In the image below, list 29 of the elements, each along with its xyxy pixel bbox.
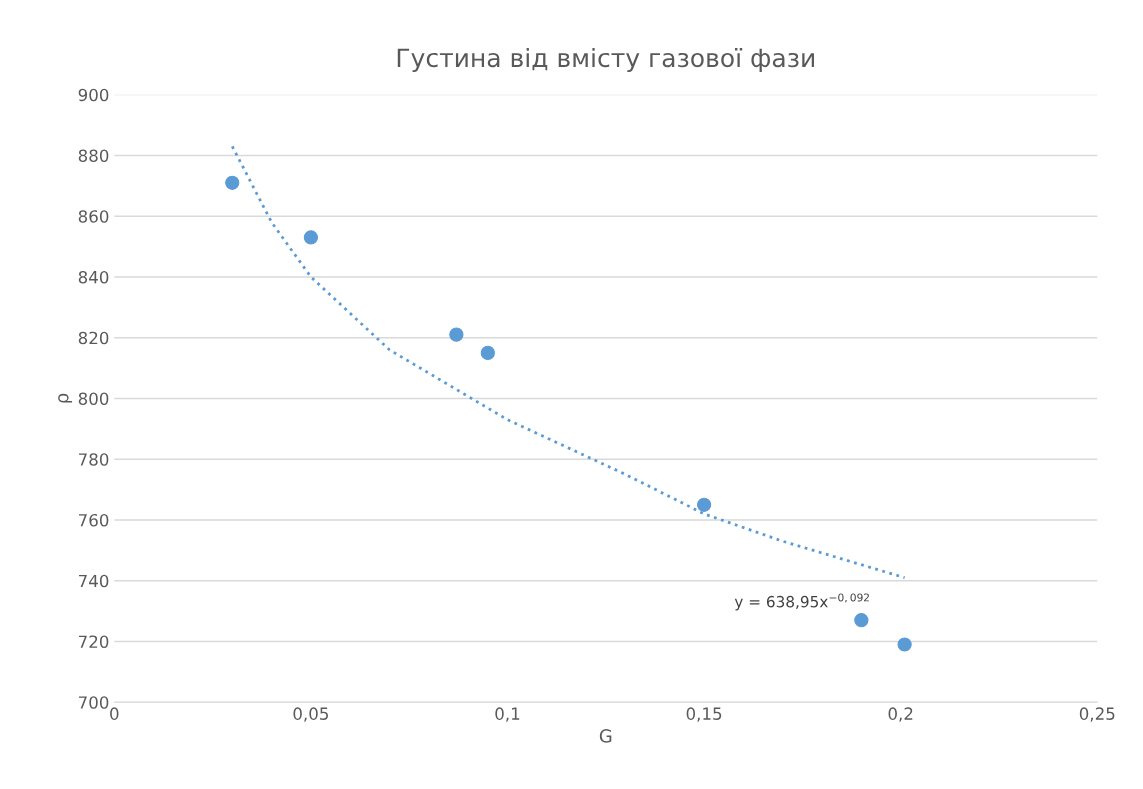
y-tick-label: 820 <box>78 331 109 345</box>
x-tick-label: 0,2 <box>888 707 913 722</box>
x-tick-label: 0,1 <box>495 707 520 722</box>
y-tick-label: 700 <box>78 696 109 709</box>
y-tick-label: 900 <box>78 88 109 102</box>
point <box>854 613 869 628</box>
x-tick-label: 0 <box>110 707 119 720</box>
x-tick-label: 0,15 <box>686 707 722 722</box>
y-tick-label: 860 <box>78 210 109 223</box>
y-tick-label: 800 <box>78 392 109 406</box>
x-tick-label: 0,05 <box>293 707 328 722</box>
point <box>449 327 464 342</box>
point <box>696 497 712 512</box>
x-axis-title: G <box>599 729 612 743</box>
line-series <box>230 144 907 580</box>
y-tick-label: 720 <box>78 635 109 649</box>
point <box>897 637 912 652</box>
annotation: y = 638,95x$^{−0,092}$ <box>734 593 869 611</box>
y-tick-label: 760 <box>78 513 109 527</box>
point <box>225 175 240 190</box>
point <box>480 345 495 360</box>
y-tick-label: 740 <box>78 574 109 588</box>
chart-title: Густина від вмісту газової фази <box>397 47 814 73</box>
y-tick-label: 780 <box>78 453 109 466</box>
point <box>303 230 319 245</box>
y-tick-label: 840 <box>78 270 109 284</box>
x-tick-label: 0,25 <box>1079 707 1115 722</box>
y-tick-label: 880 <box>78 149 109 162</box>
y-axis-title: ρ <box>58 393 73 403</box>
